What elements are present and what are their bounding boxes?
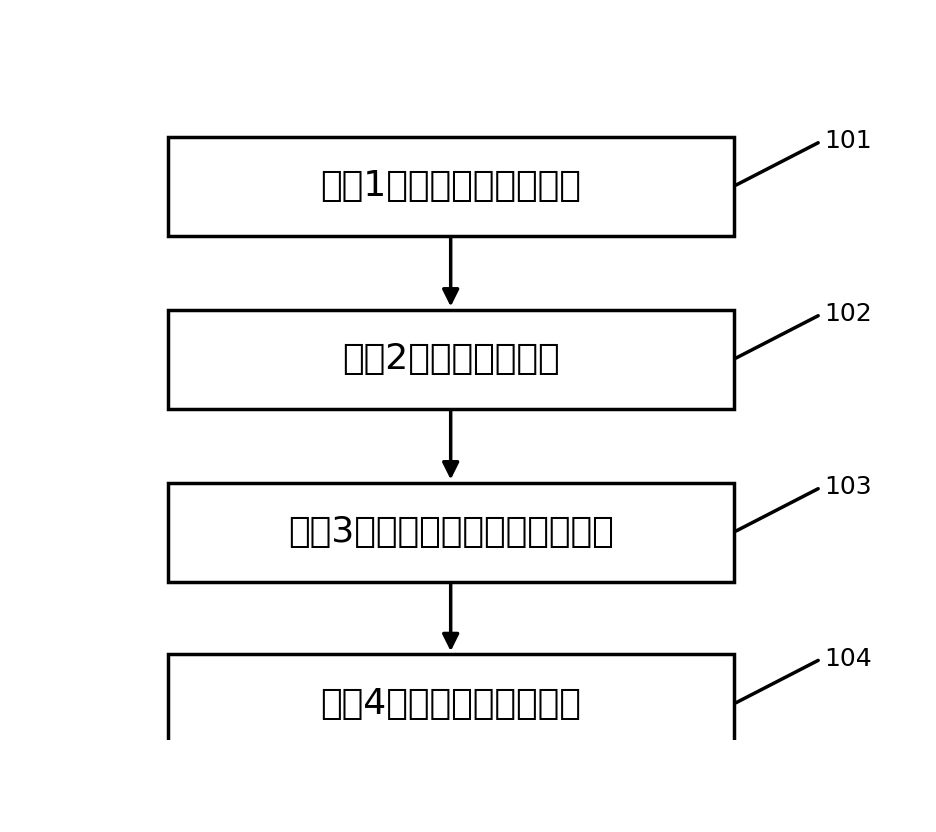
Text: 步骤2：计算模型参数: 步骤2：计算模型参数: [342, 342, 560, 376]
Bar: [168, 483, 734, 582]
Text: 步骤3：测量部分参数的运行数据: 步骤3：测量部分参数的运行数据: [287, 515, 614, 549]
Bar: [168, 136, 734, 236]
Text: 103: 103: [825, 475, 872, 499]
Text: 步骤4：计算电缆线芯温度: 步骤4：计算电缆线芯温度: [320, 687, 581, 721]
Bar: [168, 654, 734, 754]
Bar: [168, 310, 734, 409]
Text: 步骤1：建立电缆传热模型: 步骤1：建立电缆传热模型: [320, 170, 581, 203]
Text: 104: 104: [825, 647, 872, 671]
Text: 102: 102: [825, 303, 872, 326]
Text: 101: 101: [825, 130, 872, 153]
